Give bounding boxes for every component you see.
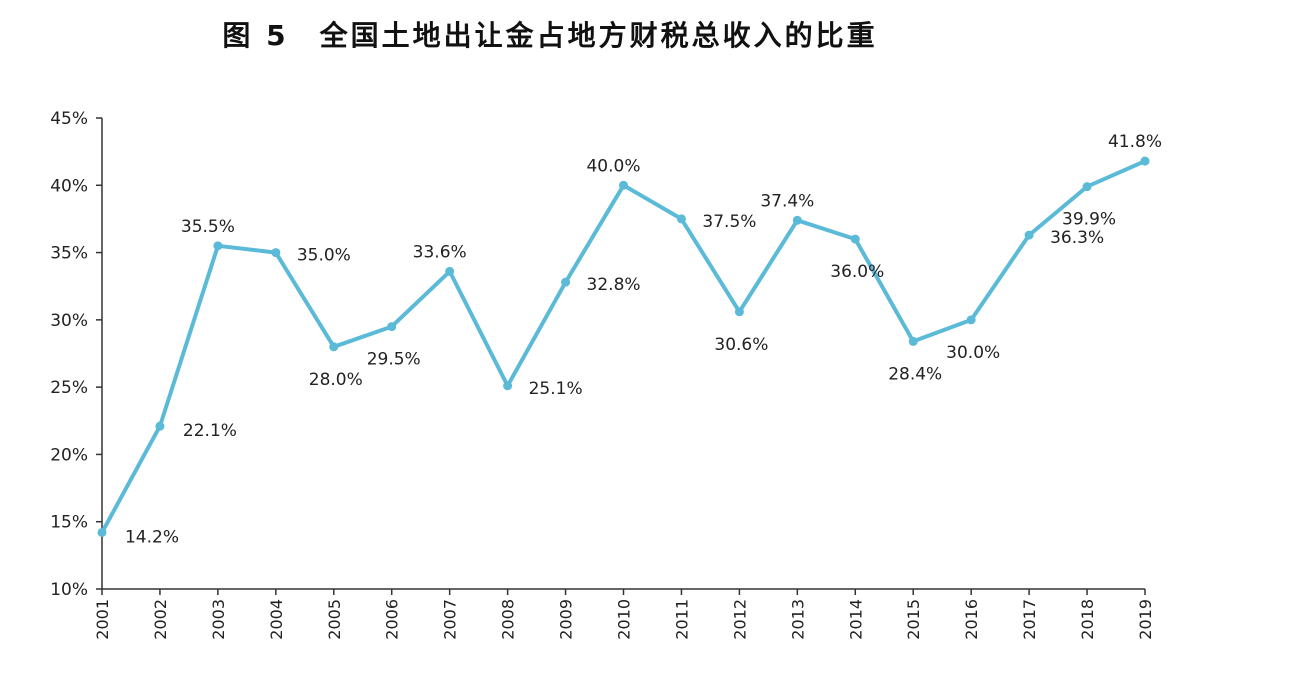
data-label: 35.0% bbox=[297, 246, 351, 266]
x-tick-label: 2016 bbox=[962, 599, 981, 640]
x-tick-label: 2003 bbox=[209, 599, 228, 640]
data-point bbox=[1140, 156, 1150, 166]
data-label: 37.4% bbox=[760, 191, 814, 211]
data-point bbox=[503, 381, 513, 391]
x-tick-label: 2006 bbox=[383, 599, 402, 640]
x-tick-label: 2008 bbox=[499, 599, 518, 640]
y-tick-label: 30% bbox=[50, 311, 88, 331]
x-tick-label: 2018 bbox=[1078, 599, 1097, 640]
x-tick-label: 2010 bbox=[615, 599, 634, 640]
data-point bbox=[387, 322, 397, 332]
x-tick-label: 2014 bbox=[846, 599, 865, 640]
y-tick-label: 40% bbox=[50, 176, 88, 196]
x-tick-label: 2012 bbox=[730, 599, 749, 640]
data-label: 33.6% bbox=[413, 242, 467, 262]
data-point bbox=[619, 180, 628, 190]
data-point bbox=[676, 214, 686, 224]
data-label: 25.1% bbox=[529, 379, 583, 399]
y-tick-label: 15% bbox=[50, 513, 88, 533]
data-point bbox=[445, 266, 455, 276]
x-tick-label: 2009 bbox=[557, 599, 576, 640]
y-tick-label: 35% bbox=[50, 244, 88, 264]
series-points bbox=[97, 156, 1150, 537]
data-label: 40.0% bbox=[586, 156, 640, 176]
x-tick-label: 2002 bbox=[151, 599, 170, 640]
y-tick-label: 20% bbox=[50, 445, 88, 465]
data-point bbox=[97, 527, 107, 537]
y-tick-label: 10% bbox=[50, 580, 88, 600]
data-label: 41.8% bbox=[1108, 132, 1162, 152]
data-label: 28.0% bbox=[309, 370, 363, 390]
x-axis-ticks: 2001 2002 2003 2004 2005 2006 2007 2008 2009 2010… bbox=[93, 589, 1155, 640]
y-tick-label: 25% bbox=[50, 378, 88, 398]
data-labels: 14.2% 22.1% 35.5% 35.0% 28.0%29.5% 33.6% 25.1%… bbox=[125, 132, 1162, 547]
data-label: 36.0% bbox=[830, 262, 884, 282]
data-point bbox=[850, 234, 860, 244]
data-label: 30.6% bbox=[714, 335, 768, 355]
data-label: 39.9% bbox=[1062, 210, 1116, 230]
data-label: 22.1% bbox=[183, 421, 237, 441]
data-label: 14.2% bbox=[125, 527, 179, 547]
x-tick-label: 2019 bbox=[1136, 599, 1155, 640]
data-point bbox=[155, 421, 165, 431]
data-point bbox=[329, 342, 339, 352]
data-point bbox=[271, 248, 281, 258]
y-tick-label: 45% bbox=[50, 109, 88, 129]
x-tick-label: 2004 bbox=[267, 599, 286, 640]
data-point bbox=[213, 241, 223, 251]
data-label: 28.4% bbox=[888, 364, 942, 384]
data-point bbox=[966, 315, 976, 325]
data-point bbox=[734, 307, 744, 317]
data-label: 36.3% bbox=[1050, 228, 1104, 248]
data-point bbox=[792, 215, 802, 225]
x-tick-label: 2007 bbox=[441, 599, 460, 640]
data-label: 35.5% bbox=[181, 217, 235, 237]
chart-title: 图 5 全国土地出让金占地方财税总收入的比重 bbox=[222, 19, 878, 52]
data-label: 32.8% bbox=[587, 275, 641, 295]
x-tick-label: 2011 bbox=[672, 599, 691, 640]
data-point bbox=[561, 277, 571, 287]
data-label: 30.0% bbox=[946, 343, 1000, 363]
data-point bbox=[1024, 230, 1034, 240]
x-tick-label: 2017 bbox=[1020, 599, 1039, 640]
x-tick-label: 2001 bbox=[93, 599, 112, 640]
x-tick-label: 2005 bbox=[325, 599, 344, 640]
data-label: 37.5% bbox=[702, 212, 756, 232]
data-point bbox=[908, 336, 918, 346]
x-tick-label: 2013 bbox=[788, 599, 807, 640]
y-axis-ticks: 10% 15% 20% 25% 30% 35% 40% 45% bbox=[50, 109, 102, 600]
data-point bbox=[1082, 182, 1092, 192]
data-label: 29.5% bbox=[367, 350, 421, 370]
x-tick-label: 2015 bbox=[904, 599, 923, 640]
